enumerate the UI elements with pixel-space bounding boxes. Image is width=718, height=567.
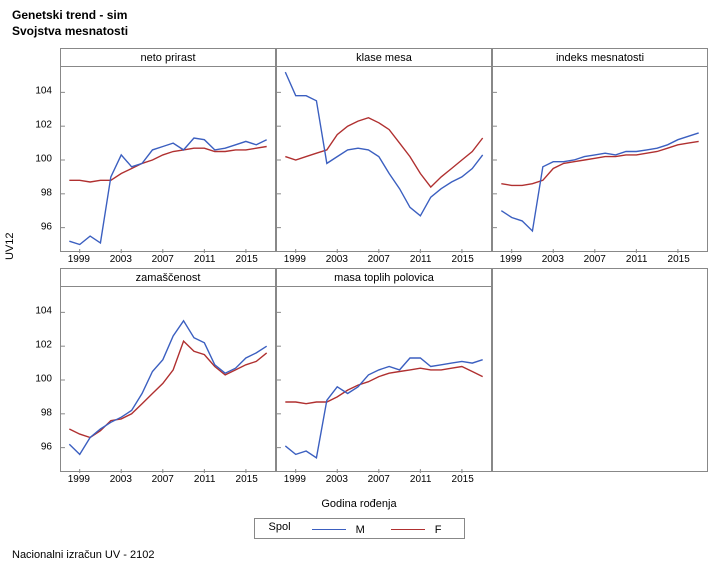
y-tick-label: 102 [35,340,52,351]
series-F [69,147,266,183]
series-F [285,118,482,187]
legend-label: M [356,524,365,536]
series-F [69,341,266,437]
title-line-1: Genetski trend - sim [12,8,128,24]
series-M [69,138,266,245]
x-axis-label: Godina rođenja [0,498,718,510]
legend-item-M: M [302,524,365,536]
x-tick-label: 1999 [284,474,306,485]
x-tick-label: 2003 [326,254,348,265]
legend-swatch [312,529,346,530]
y-axis-label: UV12 [4,232,16,260]
panel-plot [61,287,275,473]
panel-0-1: klase mesa [276,48,492,252]
legend-title: Spol [269,521,291,533]
x-tick-label: 2015 [668,254,690,265]
title-line-2: Svojstva mesnatosti [12,24,128,40]
panel-header: neto prirast [61,49,275,67]
panel-header: zamaščenost [61,269,275,287]
x-ticks-row-1: 1999 2003 2007 2011 2015 1999 2003 2007 2011 2015 [60,472,708,488]
panel-header: masa toplih polovica [277,269,491,287]
panel-1-2 [492,268,708,472]
x-tick-label: 2007 [368,474,390,485]
chart-title: Genetski trend - sim Svojstva mesnatosti [12,8,128,39]
panel-0-2: indeks mesnatosti [492,48,708,252]
series-F [501,141,698,185]
panel-1-0: zamaščenost [60,268,276,472]
y-tick-label: 98 [41,187,52,198]
x-tick-label: 2003 [326,474,348,485]
x-tick-label: 2015 [452,474,474,485]
y-tick-label: 96 [41,221,52,232]
legend-item-F: F [381,524,442,536]
legend-box: Spol M F [254,518,465,539]
series-M [69,321,266,455]
x-tick-label: 2015 [236,254,258,265]
x-tick-label: 2003 [110,474,132,485]
legend: Spol M F [0,518,718,539]
x-tick-label: 2015 [452,254,474,265]
x-tick-label: 2011 [626,254,648,265]
y-tick-label: 98 [41,407,52,418]
x-tick-label: 2011 [410,254,432,265]
x-tick-label: 2007 [152,254,174,265]
y-tick-label: 100 [35,154,52,165]
y-ticks-row-1: 96 98 100 102 104 [26,286,56,472]
panel-plot [277,67,491,253]
y-tick-label: 104 [35,306,52,317]
panel-header: klase mesa [277,49,491,67]
x-tick-label: 2011 [194,474,216,485]
x-tick-label: 1999 [68,474,90,485]
panel-plot [61,67,275,253]
panel-plot [493,67,707,253]
series-M [285,72,482,216]
x-tick-label: 1999 [500,254,522,265]
x-tick-label: 1999 [68,254,90,265]
panel-plot [277,287,491,473]
legend-swatch [391,529,425,530]
x-tick-label: 2007 [584,254,606,265]
x-tick-label: 2011 [410,474,432,485]
footer-text: Nacionalni izračun UV - 2102 [12,549,154,561]
panel-1-1: masa toplih polovica [276,268,492,472]
x-tick-label: 2015 [236,474,258,485]
y-ticks-row-0: 96 98 100 102 104 [26,66,56,252]
series-F [285,367,482,404]
x-tick-label: 1999 [284,254,306,265]
legend-label: F [435,524,442,536]
x-tick-label: 2007 [152,474,174,485]
chart-grid: neto prirastklase mesaindeks mesnatosti9… [60,48,708,488]
x-tick-label: 2003 [110,254,132,265]
y-tick-label: 96 [41,441,52,452]
panel-header: indeks mesnatosti [493,49,707,67]
y-tick-label: 104 [35,86,52,97]
x-tick-label: 2011 [194,254,216,265]
x-tick-label: 2003 [542,254,564,265]
y-tick-label: 102 [35,120,52,131]
panel-0-0: neto prirast [60,48,276,252]
x-tick-label: 2007 [368,254,390,265]
x-ticks-row-0: 1999 2003 2007 2011 2015 1999 2003 2007 2011 2015… [60,252,708,268]
series-M [285,358,482,458]
y-tick-label: 100 [35,374,52,385]
